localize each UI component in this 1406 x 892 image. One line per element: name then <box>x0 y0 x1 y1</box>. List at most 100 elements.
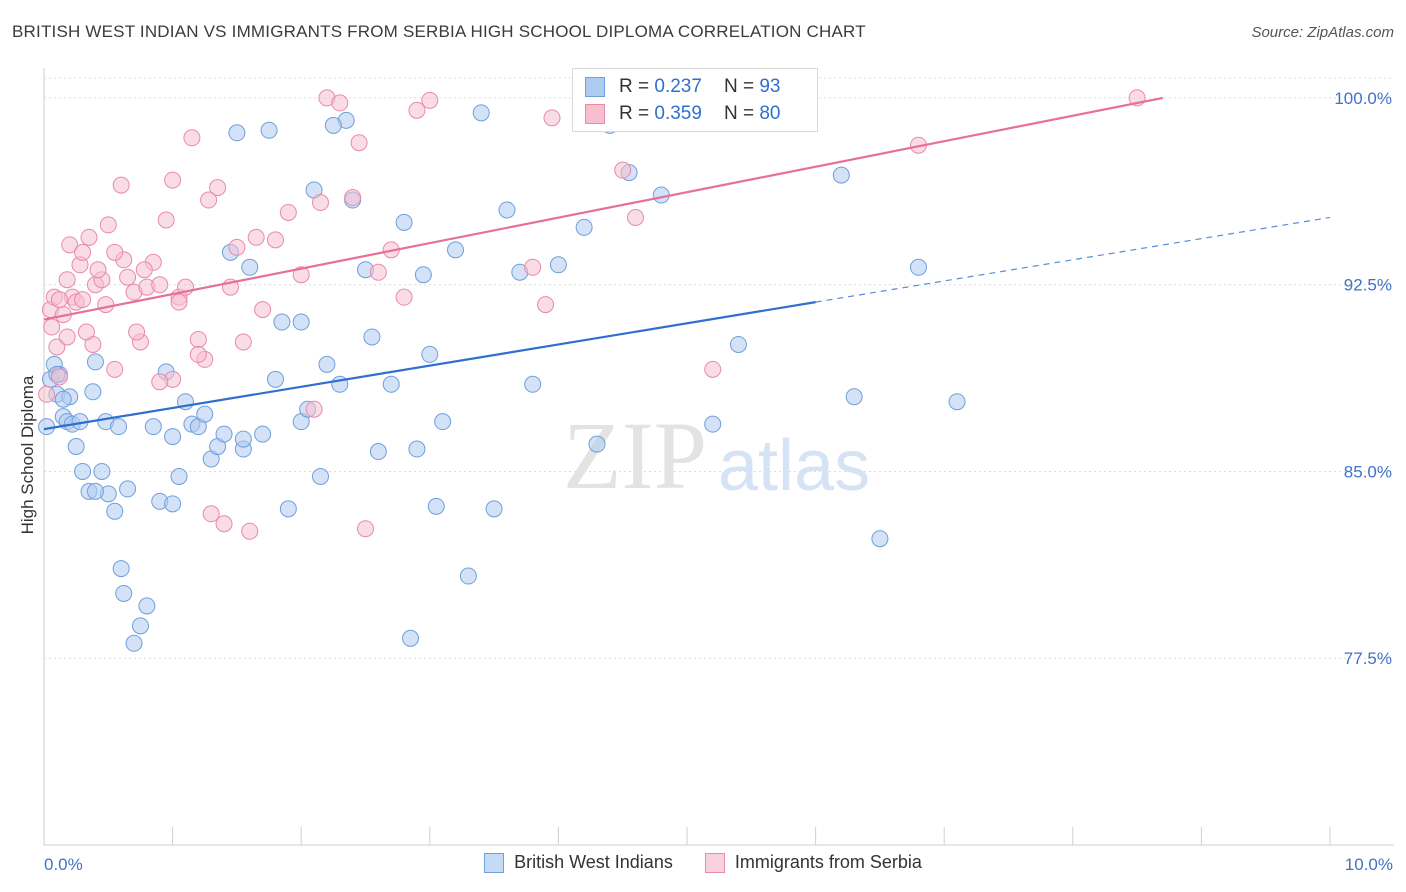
data-point <box>318 355 336 373</box>
data-point <box>588 435 606 453</box>
legend-swatch-pink <box>585 104 605 124</box>
legend-row-pink: R = 0.359 N = 80 <box>585 102 780 126</box>
data-point <box>215 425 233 443</box>
data-point <box>395 213 413 231</box>
data-point <box>254 425 272 443</box>
data-point <box>627 208 645 226</box>
data-point <box>115 584 133 602</box>
data-point <box>414 266 432 284</box>
trend-line-pink <box>43 96 1164 321</box>
data-point <box>48 338 66 356</box>
data-point <box>311 467 329 485</box>
data-point <box>43 318 61 336</box>
data-point <box>38 418 56 436</box>
data-point <box>537 296 555 314</box>
legend-n-label: N = <box>723 103 755 124</box>
data-point <box>421 91 439 109</box>
data-point <box>50 291 68 309</box>
data-point <box>89 261 107 279</box>
data-point <box>58 328 76 346</box>
data-point <box>241 258 259 276</box>
legend-swatch-blue <box>484 852 505 873</box>
data-point <box>77 323 95 341</box>
tick-labels: 77.5% 85.0% 92.5% 100.0% 0.0% 10.0% <box>44 89 1393 874</box>
data-point <box>228 124 246 142</box>
data-point <box>408 101 426 119</box>
legend-swatch-pink <box>704 852 725 873</box>
correlation-legend: R = 0.237 N = 93 R = 0.359 N = 80 <box>572 68 818 132</box>
data-point <box>58 271 76 289</box>
data-point <box>254 301 272 319</box>
legend-item-british-west-indians[interactable]: British West Indians <box>484 852 673 873</box>
data-point <box>292 266 310 284</box>
data-point <box>131 617 149 635</box>
data-point <box>247 228 265 246</box>
data-point <box>119 480 137 498</box>
watermark-zip: ZIP <box>563 402 707 509</box>
data-point <box>228 238 246 256</box>
chart-source: Source: ZipAtlas.com <box>1251 24 1394 41</box>
data-point <box>344 189 362 207</box>
series-british-west-indians <box>38 104 966 652</box>
data-point <box>485 500 503 518</box>
data-point <box>614 161 632 179</box>
data-point <box>311 194 329 212</box>
data-point <box>84 383 102 401</box>
data-point <box>357 520 374 538</box>
data-point <box>369 443 387 461</box>
data-point <box>215 515 233 533</box>
legend-n-value: 93 <box>759 76 781 97</box>
data-point <box>948 393 966 411</box>
data-point <box>80 228 98 246</box>
trend-line-blue <box>43 301 816 431</box>
data-point <box>74 243 92 261</box>
data-point <box>74 291 92 309</box>
data-point <box>110 418 128 436</box>
x-tick-label: 10.0% <box>1345 855 1393 874</box>
data-point <box>395 288 413 306</box>
data-point <box>189 345 207 363</box>
data-point <box>652 186 670 204</box>
data-point <box>241 522 259 540</box>
data-point <box>402 629 420 647</box>
watermark-atlas: atlas <box>718 426 870 506</box>
data-point <box>119 268 137 286</box>
data-point <box>729 335 747 353</box>
axes <box>43 68 1394 846</box>
data-point <box>50 368 68 386</box>
legend-row-blue: R = 0.237 N = 93 <box>585 75 780 99</box>
data-point <box>871 530 889 548</box>
data-point <box>97 296 115 314</box>
data-point <box>434 413 452 431</box>
legend-item-immigrants-from-serbia[interactable]: Immigrants from Serbia <box>704 852 922 873</box>
data-point <box>106 360 124 378</box>
data-point <box>909 258 927 276</box>
chart-title: BRITISH WEST INDIAN VS IMMIGRANTS FROM S… <box>12 22 866 41</box>
legend-r-label: R = <box>619 103 650 124</box>
data-point <box>67 438 85 456</box>
data-point <box>189 330 207 348</box>
data-point <box>170 467 188 485</box>
data-point <box>164 428 182 446</box>
data-point <box>196 405 214 423</box>
data-point <box>543 109 561 127</box>
data-point <box>704 360 722 378</box>
data-point <box>260 121 278 139</box>
data-point <box>549 256 567 274</box>
data-point <box>524 258 542 276</box>
data-point <box>106 243 124 261</box>
data-point <box>170 293 188 311</box>
data-point <box>183 129 201 147</box>
data-point <box>106 502 124 520</box>
trend-lines <box>43 96 1331 431</box>
trend-line-blue-extension <box>815 216 1331 303</box>
data-point <box>266 231 284 249</box>
data-point <box>273 313 291 331</box>
data-point <box>157 211 175 229</box>
data-point <box>845 388 863 406</box>
data-point <box>86 482 104 500</box>
data-point <box>86 353 104 371</box>
data-point <box>234 333 252 351</box>
data-point <box>832 166 850 184</box>
